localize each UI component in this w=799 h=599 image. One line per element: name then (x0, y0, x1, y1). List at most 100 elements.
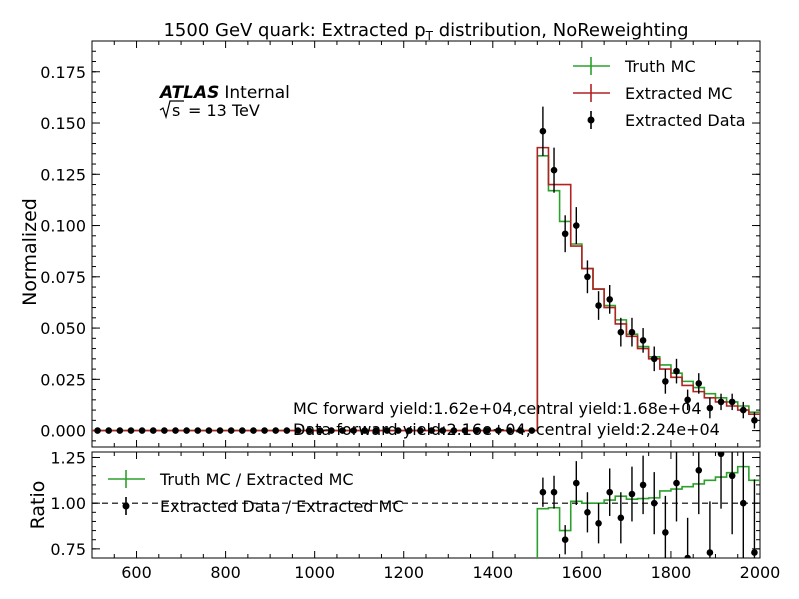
ratio-data-point (728, 472, 736, 480)
ratio-data-point (662, 529, 669, 536)
data-point (461, 427, 469, 434)
ratio-data-point (639, 481, 647, 489)
lower-ticks (91, 452, 761, 559)
y-tick-label-upper: 0.175 (40, 63, 86, 82)
y-tick-label-upper: 0.150 (40, 114, 86, 133)
data-point (316, 427, 324, 434)
data-point (261, 427, 268, 434)
data-point (227, 427, 235, 434)
data-point (149, 427, 157, 434)
upper-tick-labels: 0.000 0.025 0.050 0.075 0.100 0.125 0.150 0.175 (40, 63, 86, 441)
legend-label-ratio-data: Extracted Data / Extracted MC (160, 497, 404, 516)
lower-tick-labels: 0.75 1.00 1.25 (50, 448, 86, 558)
data-point (450, 427, 458, 434)
data-point (628, 328, 636, 336)
data-point (584, 273, 591, 281)
x-tick-label: 600 (121, 563, 152, 582)
legend-entry-ratio-truth: Truth MC / Extracted MC (108, 470, 354, 489)
ratio-data-point (740, 499, 747, 507)
data-point (706, 404, 714, 412)
upper-data-points (94, 106, 758, 434)
extracted-mc-histogram (92, 146, 760, 432)
ratio-data-point (584, 509, 591, 516)
legend-entry-ratio-data: Extracted Data / Extracted MC (122, 497, 404, 516)
x-tick-label: 1200 (383, 563, 424, 582)
upper-panel: 0.000 0.025 0.050 0.075 0.100 0.125 0.150 0.175… (19, 40, 761, 448)
legend-label-ratio-truth: Truth MC / Extracted MC (159, 470, 354, 489)
ratio-truth-histogram (536, 465, 760, 558)
y-tick-label-lower: 1.00 (50, 494, 86, 513)
data-point (294, 427, 302, 434)
data-point (639, 337, 647, 344)
data-point (472, 427, 480, 434)
ratio-data-point (706, 549, 714, 556)
x-tick-label: 1600 (562, 563, 603, 582)
legend-label-extracted-mc: Extracted MC (625, 84, 732, 103)
data-point (495, 427, 502, 434)
data-point (205, 427, 213, 434)
data-point (283, 427, 291, 434)
ratio-data-point (606, 488, 613, 496)
data-point (595, 302, 602, 309)
y-tick-label-upper: 0.075 (40, 268, 86, 287)
data-point (483, 427, 491, 434)
energy-label: = 13 TeV (188, 101, 260, 120)
data-point (105, 427, 112, 434)
upper-legend: Truth MC Extracted MC Extracted Data (573, 57, 746, 130)
ratio-data-point (628, 490, 636, 498)
data-point (695, 380, 703, 387)
data-point (561, 230, 569, 238)
lower-panel: 0.75 1.00 1.25 Ratio 600 800 1000 1200 1400 160… (27, 448, 781, 582)
lower-legend: Truth MC / Extracted MC Extracted Data /… (108, 470, 404, 516)
data-point (728, 398, 736, 406)
y-tick-label-lower: 1.25 (50, 448, 86, 467)
y-tick-label-lower: 0.75 (50, 540, 86, 559)
data-point (350, 427, 357, 434)
legend-entry-extracted-mc: Extracted MC (573, 84, 732, 103)
data-point (339, 427, 346, 434)
data-point (94, 427, 101, 434)
data-point (717, 398, 725, 406)
ratio-data-point (539, 488, 547, 496)
data-point (650, 355, 658, 363)
x-tick-label: 1800 (651, 563, 692, 582)
data-point (528, 427, 536, 434)
ratio-data-point (550, 488, 558, 496)
data-point (417, 427, 424, 434)
data-point (617, 328, 625, 336)
data-point (740, 406, 747, 414)
legend-label-extracted-data: Extracted Data (625, 111, 746, 130)
data-point (406, 427, 413, 434)
data-point (305, 427, 313, 434)
data-point (751, 417, 758, 424)
data-point (127, 427, 135, 434)
ratio-data-point (673, 479, 680, 487)
ratio-data-point (751, 549, 758, 556)
chart-title: 1500 GeV quark: Extracted pT distributio… (163, 20, 688, 43)
data-point (517, 427, 524, 434)
sqrt-s-label: s (172, 101, 180, 120)
y-axis-label-upper: Normalized (19, 198, 41, 306)
data-point (539, 127, 547, 135)
data-point (361, 427, 369, 434)
ratio-data-point (617, 514, 625, 522)
x-tick-label: 1400 (472, 563, 513, 582)
x-tick-label: 2000 (740, 563, 781, 582)
atlas-bold-label: ATLAS (158, 83, 219, 103)
x-tick-label: 800 (210, 563, 241, 582)
y-tick-label-upper: 0.050 (40, 319, 86, 338)
legend-label-truth-mc: Truth MC (624, 57, 696, 76)
data-point (383, 427, 391, 434)
ratio-data-point (561, 536, 569, 544)
x-tick-label: 1000 (294, 563, 335, 582)
ratio-data-point (650, 499, 658, 507)
atlas-internal-label: Internal (224, 83, 290, 103)
data-point (428, 427, 435, 434)
data-point (183, 427, 190, 434)
data-point (550, 166, 558, 174)
data-point (138, 427, 146, 434)
sqrt-symbol (159, 100, 184, 120)
data-point (439, 427, 447, 434)
data-point (239, 427, 246, 434)
